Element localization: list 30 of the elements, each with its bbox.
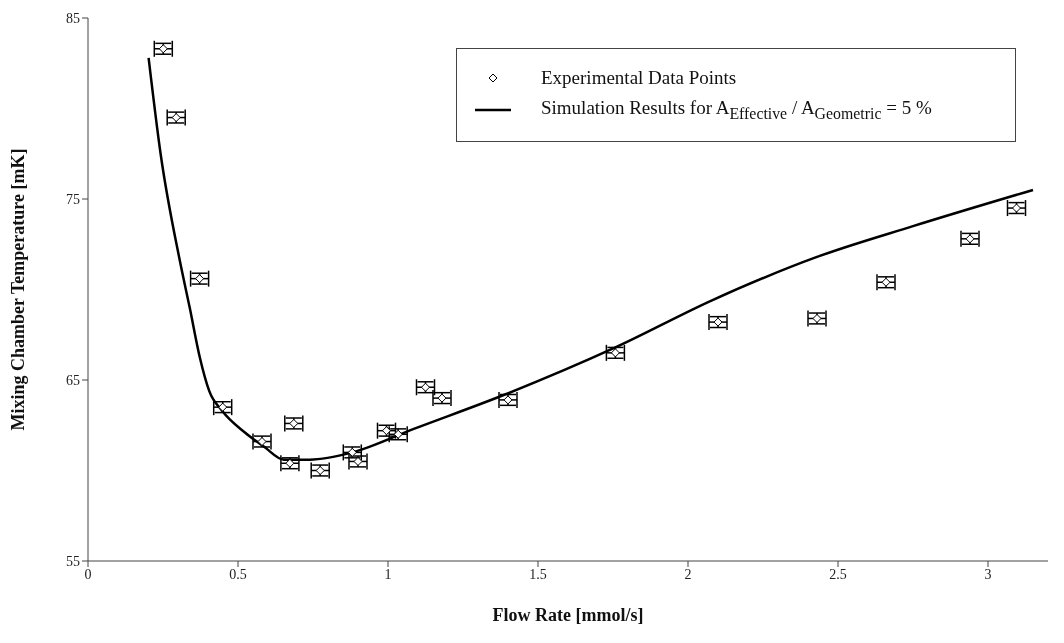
x-tick-label: 2.5 bbox=[829, 566, 847, 582]
point bbox=[257, 437, 267, 447]
point bbox=[195, 274, 205, 284]
x-tick-label: 0.5 bbox=[229, 566, 247, 582]
point bbox=[812, 313, 822, 323]
point bbox=[965, 234, 975, 244]
x-tick-label: 0 bbox=[84, 566, 92, 582]
y-tick-label: 75 bbox=[66, 191, 80, 207]
point bbox=[881, 277, 891, 287]
x-tick-label: 1 bbox=[384, 566, 392, 582]
x-tick-label: 2 bbox=[684, 566, 692, 582]
point bbox=[218, 402, 228, 412]
x-tick-label: 3 bbox=[984, 566, 992, 582]
point bbox=[158, 44, 168, 54]
y-axis-title: Mixing Chamber Temperature [mK] bbox=[8, 148, 29, 431]
y-tick-label: 65 bbox=[66, 372, 80, 388]
y-tick-label: 85 bbox=[66, 10, 80, 26]
y-tick-label: 55 bbox=[66, 553, 80, 569]
point bbox=[171, 113, 181, 123]
point bbox=[503, 395, 513, 405]
x-tick-label: 1.5 bbox=[529, 566, 547, 582]
point bbox=[437, 393, 447, 403]
x-axis-title: Flow Rate [mmol/s] bbox=[492, 605, 644, 625]
legend-label: Experimental Data Points bbox=[541, 67, 737, 89]
point bbox=[289, 418, 299, 428]
point bbox=[285, 458, 295, 468]
point bbox=[610, 348, 620, 358]
point bbox=[713, 317, 723, 327]
point bbox=[315, 466, 325, 475]
legend-label: Simulation Results for A$_{Effective}$ / A$_{Geometric}$ = 5 % bbox=[541, 97, 932, 123]
